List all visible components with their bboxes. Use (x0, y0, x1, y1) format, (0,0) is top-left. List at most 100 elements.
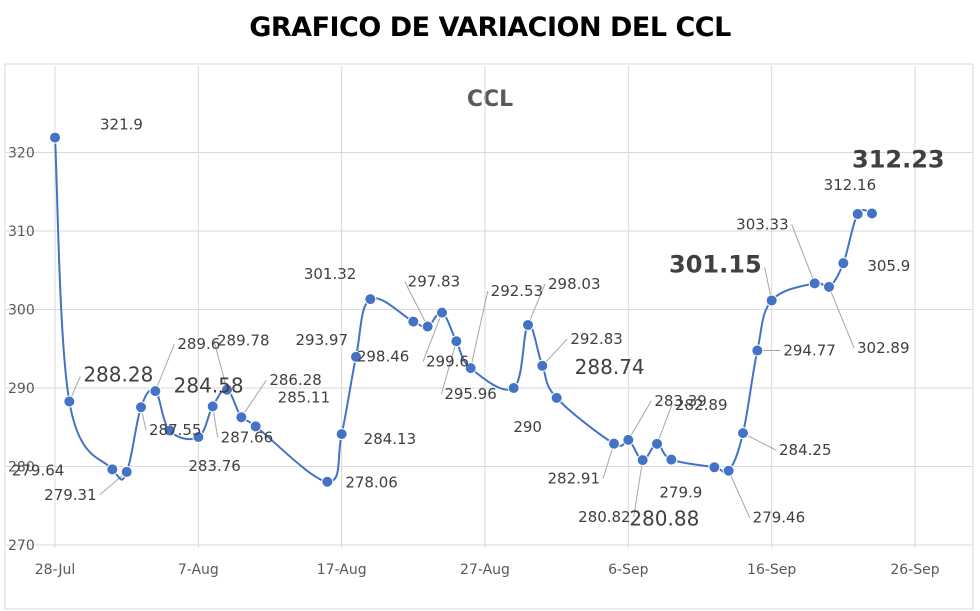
leader-line (404, 281, 429, 327)
y-tick-label: 290 (8, 381, 35, 397)
data-label: 278.06 (345, 474, 398, 492)
data-label: 284.58 (174, 374, 244, 398)
gridlines (6, 66, 972, 548)
x-tick-label: 7-Aug (178, 562, 219, 578)
data-point (823, 280, 835, 293)
data-label: 302.89 (857, 339, 910, 357)
data-point (321, 475, 334, 488)
data-point (622, 433, 635, 446)
data-point (708, 461, 721, 474)
data-label: 284.25 (779, 441, 832, 459)
data-label: 287.55 (149, 421, 202, 439)
data-label: 286.28 (269, 371, 322, 389)
y-tick-label: 280 (8, 460, 35, 476)
x-tick-label: 17-Aug (317, 562, 367, 578)
data-label: 297.83 (408, 273, 461, 291)
data-point (63, 395, 76, 408)
x-tick-label: 6-Sep (608, 562, 648, 578)
data-point (364, 293, 377, 306)
leader-line (791, 224, 816, 284)
leader-line (602, 443, 615, 479)
data-label: 279.46 (753, 509, 806, 527)
leader-line (728, 470, 751, 518)
data-label: 305.9 (867, 257, 910, 275)
data-point (436, 306, 448, 319)
leader-line (627, 400, 652, 441)
data-label: 283.76 (188, 457, 241, 475)
data-label: 280.88 (629, 507, 699, 531)
data-point (49, 131, 61, 144)
data-point (135, 401, 147, 414)
data-point (450, 335, 463, 348)
data-label: 290 (513, 418, 542, 436)
data-label: 292.53 (491, 282, 543, 300)
data-label: 289.6 (177, 335, 220, 353)
leader-line (742, 432, 777, 451)
data-label: 303.33 (736, 215, 789, 233)
data-point (206, 400, 219, 413)
data-label: 279.31 (44, 486, 97, 504)
series-markers (49, 131, 878, 488)
y-tick-label: 320 (8, 146, 35, 162)
x-tick-label: 27-Aug (460, 562, 510, 578)
data-point (249, 420, 262, 433)
data-point (765, 294, 778, 307)
x-tick-label: 26-Sep (890, 562, 939, 578)
data-point (808, 277, 821, 290)
data-point (866, 207, 878, 220)
y-tick-label: 300 (8, 303, 35, 319)
data-point (120, 465, 133, 478)
data-point (550, 391, 563, 404)
data-label: 292.83 (570, 330, 623, 348)
y-tick-label: 270 (8, 538, 35, 554)
data-label: 282.89 (675, 396, 728, 414)
data-label: 299.6 (426, 353, 469, 371)
leader-line (633, 459, 644, 518)
data-label: 301.32 (304, 265, 357, 283)
data-label: 283.39 (654, 392, 707, 410)
data-point (149, 385, 162, 398)
data-label: 288.28 (83, 363, 153, 387)
leader-line (154, 343, 175, 392)
data-point (851, 208, 864, 221)
chart-title: CCL (467, 87, 513, 112)
leader-line (541, 338, 568, 367)
data-label: 312.16 (824, 176, 877, 194)
data-label: 280.82 (578, 508, 631, 526)
data-label: 293.97 (296, 331, 349, 349)
data-label: 298.46 (357, 348, 410, 366)
axis-tick-labels: 270 280 290 300 310 320 28-Jul 7-Aug 17-Aug 27-Au… (8, 146, 940, 579)
leader-line (422, 312, 443, 362)
data-point (235, 411, 248, 424)
leader-line (240, 379, 267, 418)
data-point (407, 315, 420, 328)
y-tick-label: 310 (8, 224, 35, 240)
data-label: 287.66 (221, 428, 274, 446)
data-label: 321.9 (100, 116, 143, 134)
data-label: 279.9 (659, 483, 702, 501)
data-point (221, 383, 233, 396)
data-point (522, 318, 534, 331)
leader-line (527, 283, 546, 326)
data-point (608, 437, 620, 450)
data-point (837, 257, 850, 270)
data-labels: 321.9 288.28 279.64 279.31 287.55 289.6 284.58… (12, 116, 945, 531)
data-point (335, 428, 348, 441)
data-point (737, 427, 749, 440)
leader-line (828, 286, 855, 349)
data-point (192, 430, 205, 443)
page-title: GRAFICO DE VARIACION DEL CCL (249, 12, 731, 43)
leader-line (440, 341, 457, 395)
data-point (536, 359, 549, 372)
data-point (163, 424, 176, 437)
data-point (421, 320, 434, 333)
data-label: 295.96 (444, 385, 497, 403)
data-label: 285.11 (278, 388, 331, 406)
data-point (350, 350, 362, 363)
leader-line (213, 340, 228, 390)
data-label: 284.13 (364, 430, 417, 448)
data-point (722, 464, 735, 477)
data-label: 288.74 (575, 355, 645, 379)
leader-line (656, 404, 673, 444)
